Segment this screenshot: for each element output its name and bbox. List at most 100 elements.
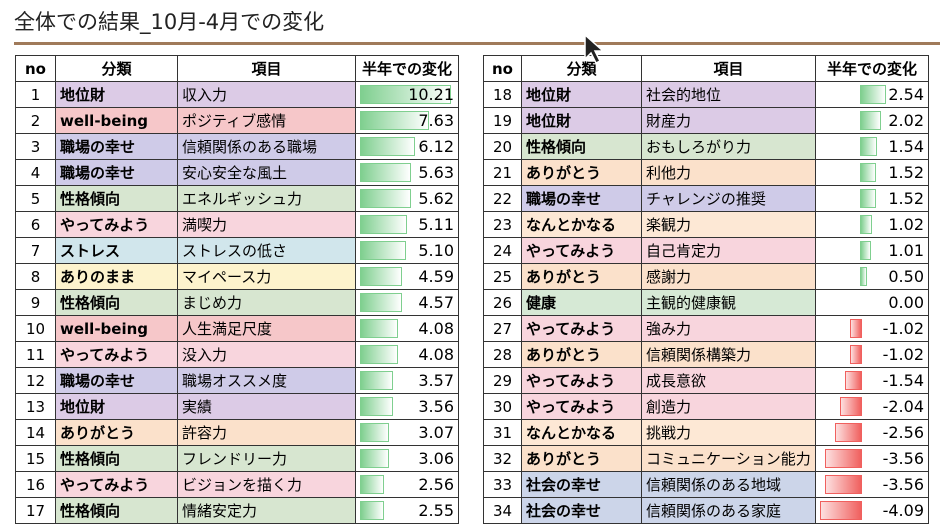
value-cell: 3.56: [355, 393, 459, 420]
no-cell: 14: [15, 419, 56, 446]
item-cell: 情緒安定力: [177, 497, 356, 524]
value-cell: 5.63: [355, 159, 459, 186]
cursor: [584, 33, 605, 65]
value-cell: 1.01: [815, 237, 929, 264]
no-cell: 28: [483, 341, 522, 368]
item-cell: 信頼関係のある職場: [177, 133, 356, 160]
row: 7 ストレス ストレスの低さ 5.10: [15, 237, 459, 264]
no-cell: 10: [15, 315, 56, 342]
category-cell: やってみよう: [521, 393, 642, 420]
value-cell: 1.52: [815, 185, 929, 212]
item-cell: 実績: [177, 393, 356, 420]
row: 18 地位財 社会的地位 2.54: [483, 81, 929, 108]
row: 19 地位財 財産力 2.02: [483, 107, 929, 134]
data-bar: [859, 137, 877, 156]
item-cell: 挑戦力: [641, 419, 816, 446]
item-cell: 強み力: [641, 315, 816, 342]
row: 8 ありのまま マイペース力 4.59: [15, 263, 459, 290]
header-cell: 項目: [641, 55, 816, 82]
table: no 分類 項目 半年での変化 1 地位財 収入力 10.21 2 well-being ポジティブ…: [15, 55, 459, 524]
row: 4 職場の幸せ 安心安全な風土 5.63: [15, 159, 459, 186]
table: no 分類 項目 半年での変化 18 地位財 社会的地位 2.54 19 地位財 財産力 2.02 20…: [483, 55, 929, 524]
no-cell: 6: [15, 211, 56, 238]
category-cell: 健康: [521, 289, 642, 316]
value-cell: 1.02: [815, 211, 929, 238]
value-text: 4.59: [418, 267, 454, 286]
category-cell: やってみよう: [521, 367, 642, 394]
data-bar: [859, 241, 872, 260]
item-cell: 許容力: [177, 419, 356, 446]
data-bar: [360, 319, 398, 338]
no-cell: 25: [483, 263, 522, 290]
value-cell: 5.62: [355, 185, 459, 212]
data-bar: [360, 215, 407, 234]
row: 6 やってみよう 満喫力 5.11: [15, 211, 459, 238]
row: 22 職場の幸せ チャレンジの推奨 1.52: [483, 185, 929, 212]
category-cell: 職場の幸せ: [55, 367, 178, 394]
data-bar: [360, 449, 389, 468]
no-cell: 1: [15, 81, 56, 108]
item-cell: 安心安全な風土: [177, 159, 356, 186]
item-cell: チャレンジの推奨: [641, 185, 816, 212]
value-text: -1.02: [882, 345, 924, 364]
row: 24 やってみよう 自己肯定力 1.01: [483, 237, 929, 264]
category-cell: 性格傾向: [55, 497, 178, 524]
value-text: 6.12: [418, 137, 454, 156]
value-text: 3.56: [418, 397, 454, 416]
category-cell: 性格傾向: [55, 445, 178, 472]
no-cell: 32: [483, 445, 522, 472]
item-cell: ビジョンを描く力: [177, 471, 356, 498]
value-cell: -1.54: [815, 367, 929, 394]
value-text: 1.02: [888, 215, 924, 234]
value-text: 1.52: [888, 189, 924, 208]
row: 15 性格傾向 フレンドリー力 3.06: [15, 445, 459, 472]
value-cell: 6.12: [355, 133, 459, 160]
data-bar: [859, 85, 887, 104]
header-row: no 分類 項目 半年での変化: [15, 55, 459, 82]
no-cell: 18: [483, 81, 522, 108]
data-bar: [360, 241, 407, 260]
item-cell: まじめ力: [177, 289, 356, 316]
data-bar: [825, 449, 862, 468]
value-cell: 4.57: [355, 289, 459, 316]
value-text: 4.08: [418, 345, 454, 364]
no-cell: 22: [483, 185, 522, 212]
item-cell: 信頼関係のある家庭: [641, 497, 816, 524]
row: 2 well-being ポジティブ感情 7.63: [15, 107, 459, 134]
row: 34 社会の幸せ 信頼関係のある家庭 -4.09: [483, 497, 929, 524]
row: 9 性格傾向 まじめ力 4.57: [15, 289, 459, 316]
value-text: 7.63: [418, 111, 454, 130]
value-cell: 0.00: [815, 289, 929, 316]
item-cell: マイペース力: [177, 263, 356, 290]
value-text: 2.55: [418, 501, 454, 520]
value-text: 1.52: [888, 163, 924, 182]
row: 31 なんとかなる 挑戦力 -2.56: [483, 419, 929, 446]
header-cell: 半年での変化: [355, 55, 459, 82]
data-bar: [849, 345, 862, 364]
value-cell: 3.57: [355, 367, 459, 394]
item-cell: 主観的健康観: [641, 289, 816, 316]
header-cell: 分類: [521, 55, 642, 82]
item-cell: エネルギッシュ力: [177, 185, 356, 212]
no-cell: 9: [15, 289, 56, 316]
value-cell: -1.02: [815, 315, 929, 342]
item-cell: 財産力: [641, 107, 816, 134]
item-cell: フレンドリー力: [177, 445, 356, 472]
category-cell: 地位財: [521, 81, 642, 108]
value-text: 5.63: [418, 163, 454, 182]
value-text: 4.57: [418, 293, 454, 312]
no-cell: 16: [15, 471, 56, 498]
no-cell: 4: [15, 159, 56, 186]
data-bar: [859, 163, 877, 182]
no-cell: 33: [483, 471, 522, 498]
row: 20 性格傾向 おもしろがり力 1.54: [483, 133, 929, 160]
no-cell: 17: [15, 497, 56, 524]
data-bar: [360, 345, 398, 364]
category-cell: 地位財: [55, 393, 178, 420]
row: 3 職場の幸せ 信頼関係のある職場 6.12: [15, 133, 459, 160]
category-cell: 性格傾向: [55, 185, 178, 212]
row: 13 地位財 実績 3.56: [15, 393, 459, 420]
data-bar: [849, 319, 862, 338]
data-bar: [859, 215, 872, 234]
